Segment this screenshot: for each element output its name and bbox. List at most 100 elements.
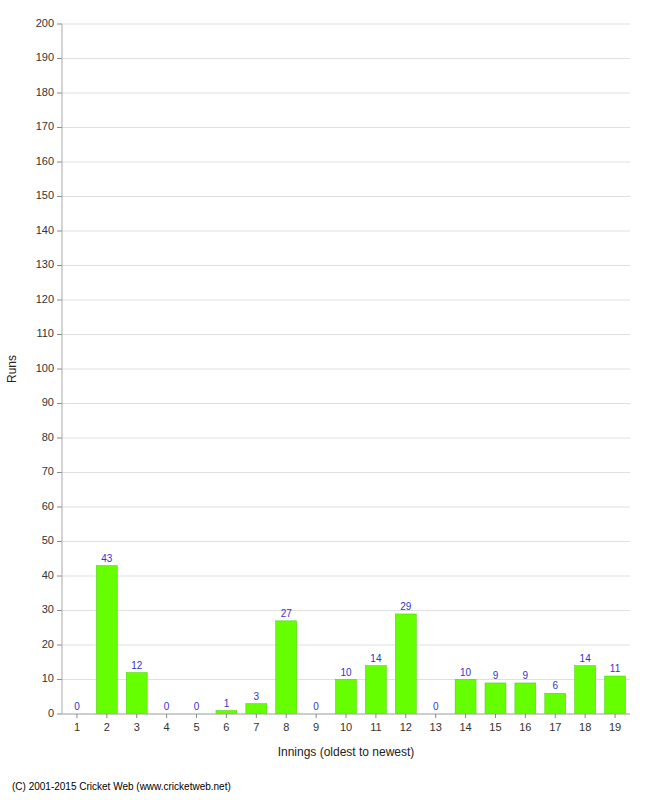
x-tick-label: 18 (579, 721, 591, 733)
grid-line (62, 645, 630, 646)
data-label: 0 (74, 701, 80, 712)
x-tick-label: 15 (489, 721, 501, 733)
y-axis: 0102030405060708090100110120130140150160… (36, 17, 62, 719)
data-label: 3 (254, 691, 260, 702)
grid-line (62, 334, 630, 335)
grid-line (62, 127, 630, 128)
data-labels: 0431200132701014290109961411 (74, 553, 621, 712)
x-tick (495, 714, 496, 718)
data-label: 1 (224, 698, 230, 709)
x-tick-label: 6 (223, 721, 229, 733)
grid-line (62, 58, 630, 59)
x-axis: 12345678910111213141516171819 (62, 714, 630, 733)
data-label: 9 (523, 670, 529, 681)
y-tick (57, 58, 62, 59)
y-tick (57, 265, 62, 266)
y-tick-label: 110 (36, 327, 54, 339)
x-tick (106, 714, 107, 718)
y-tick-label: 190 (36, 51, 54, 63)
x-tick-label: 1 (74, 721, 80, 733)
y-tick-label: 20 (42, 638, 54, 650)
y-tick-label: 70 (42, 465, 54, 477)
data-label: 10 (460, 667, 472, 678)
bar (455, 680, 476, 715)
grid-line (62, 472, 630, 473)
grid-line (62, 24, 630, 25)
data-label: 6 (552, 680, 558, 691)
y-tick (57, 300, 62, 301)
x-tick-label: 19 (609, 721, 621, 733)
y-tick (57, 334, 62, 335)
grid-line (62, 162, 630, 163)
data-label: 0 (164, 701, 170, 712)
x-tick (375, 714, 376, 718)
data-label: 0 (433, 701, 439, 712)
y-tick (57, 472, 62, 473)
grid-line (62, 507, 630, 508)
bar (276, 621, 297, 714)
y-grid (62, 24, 630, 714)
grid-line (62, 403, 630, 404)
bar (485, 683, 506, 714)
bar (365, 666, 386, 714)
x-tick (346, 714, 347, 718)
y-tick (57, 576, 62, 577)
x-tick (166, 714, 167, 718)
y-tick (57, 438, 62, 439)
bar (216, 711, 237, 714)
y-tick-label: 90 (42, 396, 54, 408)
y-tick (57, 645, 62, 646)
data-label: 29 (400, 601, 412, 612)
x-tick (405, 714, 406, 718)
y-tick-label: 130 (36, 258, 54, 270)
x-tick-label: 8 (283, 721, 289, 733)
x-tick-label: 11 (370, 721, 381, 733)
grid-line (62, 196, 630, 197)
grid-line (62, 93, 630, 94)
grid-line (62, 369, 630, 370)
data-label: 14 (580, 653, 592, 664)
bar (545, 693, 566, 714)
x-tick (316, 714, 317, 718)
y-tick (57, 127, 62, 128)
y-tick-label: 100 (36, 362, 54, 374)
grid-line (62, 438, 630, 439)
y-tick (57, 231, 62, 232)
x-tick (256, 714, 257, 718)
data-label: 11 (610, 663, 621, 674)
grid-line (62, 610, 630, 611)
bars (96, 566, 625, 714)
grid-line (62, 541, 630, 542)
x-tick (525, 714, 526, 718)
y-tick-label: 150 (36, 189, 54, 201)
chart: 0102030405060708090100110120130140150160… (0, 0, 650, 800)
data-label: 43 (101, 553, 113, 564)
x-tick-label: 10 (340, 721, 352, 733)
y-tick (57, 714, 62, 715)
y-tick-label: 80 (42, 431, 54, 443)
y-tick (57, 369, 62, 370)
x-tick-label: 2 (104, 721, 110, 733)
data-label: 27 (281, 608, 293, 619)
x-tick (136, 714, 137, 718)
data-label: 12 (131, 660, 143, 671)
y-tick-label: 120 (36, 293, 54, 305)
x-tick-label: 17 (549, 721, 561, 733)
bar (96, 566, 117, 714)
y-tick (57, 24, 62, 25)
bar (515, 683, 536, 714)
y-tick-label: 60 (42, 500, 54, 512)
x-tick-label: 7 (253, 721, 259, 733)
y-tick-label: 180 (36, 86, 54, 98)
y-tick (57, 403, 62, 404)
bar (395, 614, 416, 714)
bar (575, 666, 596, 714)
y-tick-label: 40 (42, 569, 54, 581)
x-tick-label: 12 (400, 721, 412, 733)
y-tick (57, 162, 62, 163)
y-tick-label: 140 (36, 224, 54, 236)
x-tick-label: 16 (519, 721, 531, 733)
x-tick (615, 714, 616, 718)
data-label: 9 (493, 670, 499, 681)
y-axis-title: Runs (5, 355, 19, 383)
